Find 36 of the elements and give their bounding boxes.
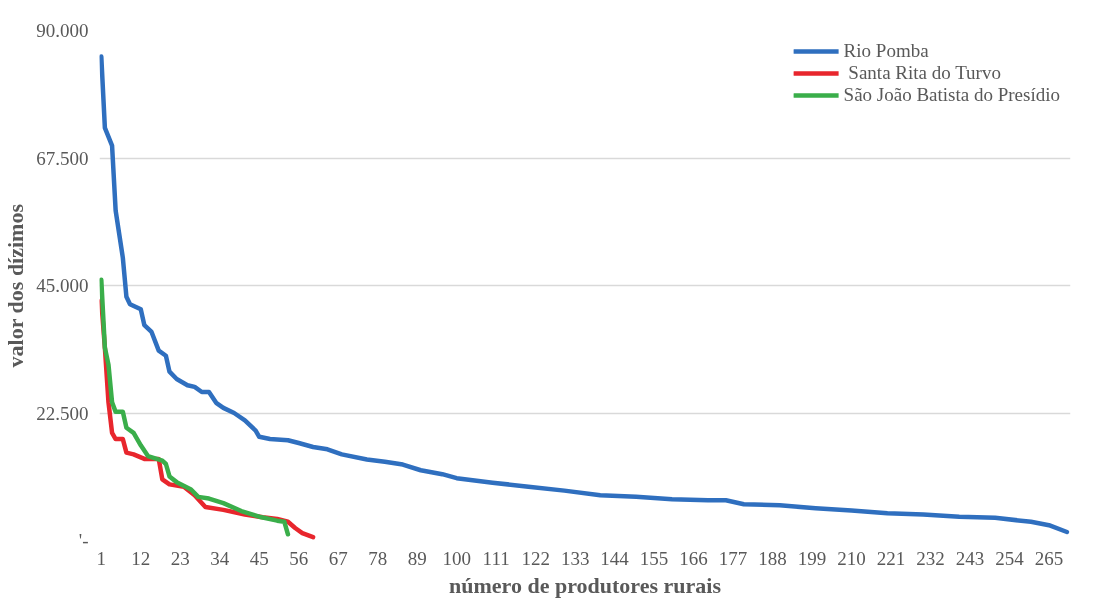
x-tick-label: 265 (1034, 547, 1064, 569)
x-tick-label: 221 (876, 547, 906, 569)
y-tick-label: 90.000 (36, 20, 89, 41)
x-tick-label: 199 (797, 547, 827, 569)
x-tick-label: 243 (955, 547, 985, 569)
x-tick-label: 177 (718, 547, 748, 569)
x-tick-label: 166 (679, 547, 708, 569)
y-tick-label: 22.500 (36, 402, 89, 424)
x-tick-label: 133 (560, 547, 590, 569)
x-tick-label: 67 (328, 547, 348, 569)
x-tick-label: 111 (482, 547, 510, 569)
legend-label: Rio Pomba (843, 40, 929, 62)
x-tick-label: 122 (521, 547, 550, 569)
x-tick-label: 232 (916, 547, 945, 569)
x-tick-label: 34 (210, 547, 230, 569)
line-series (99, 277, 291, 537)
x-tick-label: 144 (600, 547, 630, 569)
y-tick-label: '- (78, 530, 89, 551)
y-tick-label: 67.500 (36, 147, 89, 169)
x-tick-label: 23 (170, 547, 190, 569)
x-tick-label: 188 (758, 547, 787, 569)
x-axis-title: número de produtores rurais (449, 572, 722, 598)
legend-label: São João Batista do Presídio (843, 84, 1060, 106)
x-tick-label: 78 (368, 547, 388, 569)
x-tick-label: 155 (639, 547, 669, 569)
x-tick-label: 12 (131, 547, 151, 569)
x-tick-label: 1 (96, 547, 107, 569)
x-tick-label: 210 (837, 547, 866, 569)
x-tick-label: 45 (249, 547, 269, 569)
x-tick-label: 89 (407, 547, 427, 569)
y-tick-label: 45.000 (36, 275, 89, 296)
x-tick-label: 100 (442, 547, 471, 569)
x-tick-label: 56 (289, 547, 309, 569)
x-tick-label: 254 (995, 547, 1025, 569)
y-axis-title: valor dos dízimos (3, 203, 29, 368)
legend-label: Santa Rita do Turvo (847, 62, 1001, 84)
